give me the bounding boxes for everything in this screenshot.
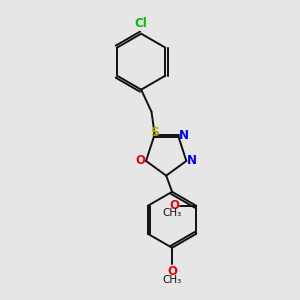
Text: CH₃: CH₃	[163, 275, 182, 285]
Text: O: O	[167, 265, 177, 278]
Text: S: S	[150, 126, 159, 139]
Text: O: O	[136, 154, 146, 167]
Text: Cl: Cl	[135, 17, 148, 30]
Text: O: O	[169, 199, 179, 212]
Text: CH₃: CH₃	[162, 208, 182, 218]
Text: N: N	[187, 154, 197, 167]
Text: N: N	[179, 129, 189, 142]
